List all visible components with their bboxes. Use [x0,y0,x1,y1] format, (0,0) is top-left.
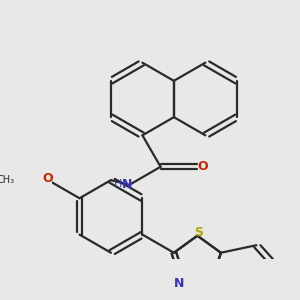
Text: O: O [43,172,53,185]
Text: N: N [174,277,185,290]
Text: O: O [197,160,208,173]
Text: N: N [122,178,133,190]
Text: CH₃: CH₃ [0,175,15,185]
Text: H: H [114,179,123,189]
Text: S: S [194,226,203,239]
